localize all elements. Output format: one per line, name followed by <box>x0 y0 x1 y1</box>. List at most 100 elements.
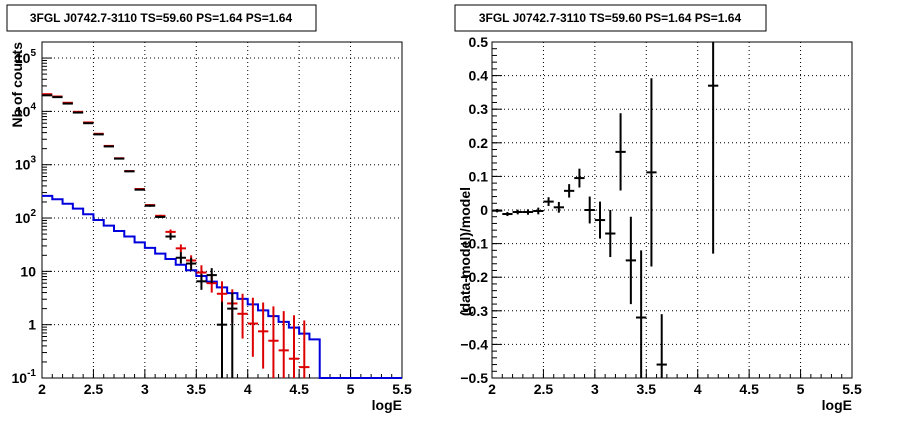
residual-point <box>594 201 606 239</box>
y-tick-label: −0.3 <box>460 303 488 319</box>
y-tick-label: 105 <box>15 48 37 66</box>
y-tick-exponent: 3 <box>30 155 36 166</box>
residual-point <box>502 212 513 217</box>
data-point <box>216 301 228 378</box>
y-tick-label: 0.4 <box>469 68 489 84</box>
y-tick-label: 0.1 <box>469 168 489 184</box>
data-point <box>175 252 186 264</box>
x-tick-label: 3 <box>591 381 599 397</box>
x-tick-label: 2.5 <box>534 381 554 397</box>
y-tick-label: −0.1 <box>460 236 488 252</box>
residual-point <box>564 184 575 198</box>
residual-point <box>492 208 503 213</box>
counts-panel: 3FGL J0742.7-3110 TS=59.60 PS=1.64 PS=1.… <box>6 4 412 413</box>
residual-point <box>708 42 719 254</box>
chart-title: 3FGL J0742.7-3110 TS=59.60 PS=1.64 PS=1.… <box>30 11 293 25</box>
x-tick-label: 5 <box>347 381 355 397</box>
data-point <box>83 122 94 125</box>
y-tick-exponent: -1 <box>27 368 36 379</box>
data-point <box>124 170 135 173</box>
residual-point <box>656 314 667 378</box>
x-tick-label: 5.5 <box>842 381 862 397</box>
y-tick-label: −0.2 <box>460 269 488 285</box>
x-tick-label: 5 <box>797 381 805 397</box>
residual-point <box>636 250 647 378</box>
data-point <box>114 157 125 160</box>
y-tick-label: −0.4 <box>460 336 488 352</box>
residual-point <box>625 216 636 305</box>
y-axis-label: Nb of counts <box>9 42 25 128</box>
residuals-panel: 3FGL J0742.7-3110 TS=59.60 PS=1.64 PS=1.… <box>454 4 862 413</box>
x-tick-label: 3.5 <box>637 381 657 397</box>
model-point <box>175 244 186 253</box>
y-tick-base: 10 <box>15 210 31 226</box>
chart-title: 3FGL J0742.7-3110 TS=59.60 PS=1.64 PS=1.… <box>479 11 742 25</box>
y-tick-base: 10 <box>12 370 28 386</box>
residual-point <box>543 197 554 206</box>
y-tick-label: 104 <box>15 101 37 119</box>
x-tick-label: 4 <box>244 381 252 397</box>
x-axis-label: logE <box>822 397 852 413</box>
data-point <box>103 145 114 148</box>
y-tick-base: 10 <box>15 103 31 119</box>
y-axis-label: (data-model)/model <box>457 187 473 316</box>
data-point <box>134 188 145 191</box>
residual-point <box>512 209 523 215</box>
model-point <box>237 293 248 339</box>
residual-point <box>553 201 564 213</box>
x-tick-label: 3 <box>141 381 149 397</box>
y-tick-label: 10 <box>20 263 36 279</box>
data-point <box>227 292 238 378</box>
data-point <box>52 96 63 99</box>
x-tick-label: 4.5 <box>289 381 309 397</box>
y-tick-label: 103 <box>15 155 37 173</box>
x-tick-label: 2.5 <box>84 381 104 397</box>
model-point <box>278 311 289 378</box>
y-tick-exponent: 2 <box>30 208 36 219</box>
x-tick-label: 4.5 <box>739 381 759 397</box>
x-tick-label: 5.5 <box>392 381 412 397</box>
model-point <box>258 302 269 369</box>
x-tick-label: 2 <box>488 381 496 397</box>
x-axis-label: logE <box>372 397 402 413</box>
y-tick-exponent: 5 <box>30 48 36 59</box>
residual-point <box>615 113 626 191</box>
y-tick-label: 0.2 <box>469 135 489 151</box>
data-point <box>186 257 197 271</box>
model-point <box>299 320 310 378</box>
y-tick-base: 10 <box>15 157 31 173</box>
y-tick-label: 0.5 <box>469 34 489 50</box>
x-tick-label: 2 <box>38 381 46 397</box>
x-tick-label: 4 <box>694 381 702 397</box>
model-point <box>247 297 258 357</box>
title-box <box>454 4 767 32</box>
y-tick-base: 10 <box>20 263 36 279</box>
data-point <box>155 215 166 219</box>
y-tick-label: 0.3 <box>469 101 489 117</box>
y-tick-label: 10-1 <box>12 368 37 386</box>
residual-point <box>522 209 534 215</box>
residual-point <box>533 207 544 215</box>
residual-point <box>574 168 585 188</box>
data-point <box>62 102 73 105</box>
model-point <box>268 306 279 378</box>
y-tick-label: 0 <box>480 202 488 218</box>
data-point <box>144 204 156 207</box>
data-point <box>165 233 176 240</box>
data-point <box>196 273 207 290</box>
data-point <box>72 111 84 114</box>
y-tick-exponent: 4 <box>30 101 36 112</box>
residual-point <box>605 210 616 258</box>
x-tick-label: 3.5 <box>187 381 207 397</box>
residual-point <box>646 78 657 267</box>
y-tick-label: 102 <box>15 208 37 226</box>
title-box <box>6 4 317 32</box>
model-step-line <box>42 194 402 379</box>
y-tick-label: −0.5 <box>460 370 488 386</box>
y-tick-base: 10 <box>15 50 31 66</box>
data-point <box>93 133 104 136</box>
data-point <box>206 268 217 284</box>
model-point <box>288 315 300 378</box>
residual-point <box>584 196 595 224</box>
